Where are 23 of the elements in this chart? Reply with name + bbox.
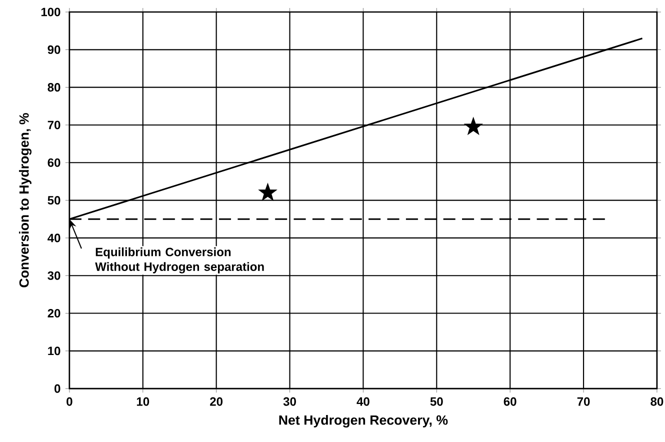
y-axis-title: Conversion to Hydrogen, % bbox=[18, 113, 32, 288]
x-tick-label: 80 bbox=[650, 397, 664, 406]
x-tick-label: 10 bbox=[136, 397, 150, 406]
y-tick-label: 70 bbox=[48, 120, 60, 130]
x-tick-label: 20 bbox=[210, 397, 223, 406]
y-tick-label: 0 bbox=[54, 384, 60, 393]
annotation: Equilibrium Conversion Without Hydrogen separation bbox=[95, 247, 264, 274]
y-tick-label: 30 bbox=[48, 271, 60, 280]
y-tick-label: 40 bbox=[48, 234, 60, 242]
y-tick-label: 100 bbox=[41, 8, 60, 16]
y-tick-label: 20 bbox=[48, 309, 60, 318]
y-tick-label: 60 bbox=[48, 158, 60, 167]
x-tick-label: 0 bbox=[66, 397, 72, 406]
y-tick-label: 10 bbox=[48, 346, 60, 356]
y-tick-label: 50 bbox=[48, 196, 60, 205]
y-tick-label: 80 bbox=[48, 83, 60, 92]
x-tick-label: 50 bbox=[430, 397, 443, 406]
x-tick-label: 40 bbox=[356, 397, 370, 406]
x-tick-label: 60 bbox=[504, 397, 516, 406]
x-tick-label: 70 bbox=[577, 397, 590, 406]
y-tick-label: 90 bbox=[48, 45, 60, 54]
x-tick-label: 30 bbox=[283, 397, 296, 406]
x-axis-title: Net Hydrogen Recovery, % bbox=[279, 414, 448, 428]
